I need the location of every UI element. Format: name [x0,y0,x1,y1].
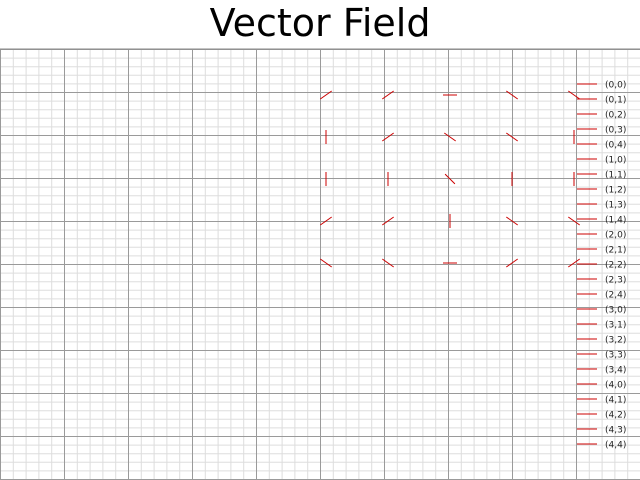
legend-label: (3,3) [605,351,626,361]
vector-arrows [320,90,580,268]
vector-arrow-1-4 [382,258,394,268]
legend-label: (4,1) [605,396,626,406]
vector-arrow-0-0 [320,90,332,100]
legend-label: (3,2) [605,336,626,346]
vector-arrow-3-3 [506,216,518,226]
legend-label: (1,2) [605,186,626,196]
legend-label: (0,3) [605,126,626,136]
legend-label: (3,4) [605,366,626,376]
legend-label: (1,0) [605,156,626,166]
legend-label: (2,3) [605,276,626,286]
vector-arrow-2-1 [444,132,456,142]
legend-label: (2,0) [605,231,626,241]
legend-label: (3,0) [605,306,626,316]
vector-arrow-4-3 [568,216,580,226]
legend-label: (1,1) [605,171,626,181]
vector-arrow-0-4 [320,258,332,268]
vector-arrow-1-0 [382,90,394,100]
legend-label: (2,1) [605,246,626,256]
vector-arrow-3-4 [506,258,518,268]
vector-arrow-2-2 [444,173,456,185]
vector-arrow-0-3 [320,216,332,226]
vector-arrow-4-4 [568,258,580,268]
vector-arrow-4-0 [568,90,580,100]
legend-label: (0,0) [605,81,626,91]
legend-label: (2,4) [605,291,626,301]
legend-label: (0,4) [605,141,626,151]
chart-title: Vector Field [209,1,431,45]
legend-label: (4,4) [605,441,626,451]
vector-arrow-1-3 [382,216,394,226]
legend-label: (1,3) [605,201,626,211]
legend: (0,0) (0,1) (0,2) (0,3) (0,4) (1,0) (1,1) (1,2)… [577,81,626,451]
legend-label: (0,1) [605,96,626,106]
legend-label: (4,2) [605,411,626,421]
legend-label: (4,0) [605,381,626,391]
legend-label: (0,2) [605,111,626,121]
vector-arrow-3-1 [506,132,518,142]
legend-label: (3,1) [605,321,626,331]
legend-label: (1,4) [605,216,626,226]
vector-arrow-3-0 [506,90,518,100]
vector-arrow-1-1 [382,132,394,142]
legend-label: (2,2) [605,261,626,271]
legend-label: (4,3) [605,426,626,436]
